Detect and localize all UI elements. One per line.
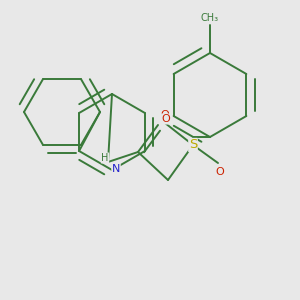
Text: CH₃: CH₃ xyxy=(201,13,219,23)
Text: O: O xyxy=(162,114,170,124)
Text: O: O xyxy=(160,110,169,120)
Text: N: N xyxy=(112,164,120,174)
Text: S: S xyxy=(189,139,197,152)
Text: O: O xyxy=(216,167,224,177)
Text: H: H xyxy=(101,153,109,163)
